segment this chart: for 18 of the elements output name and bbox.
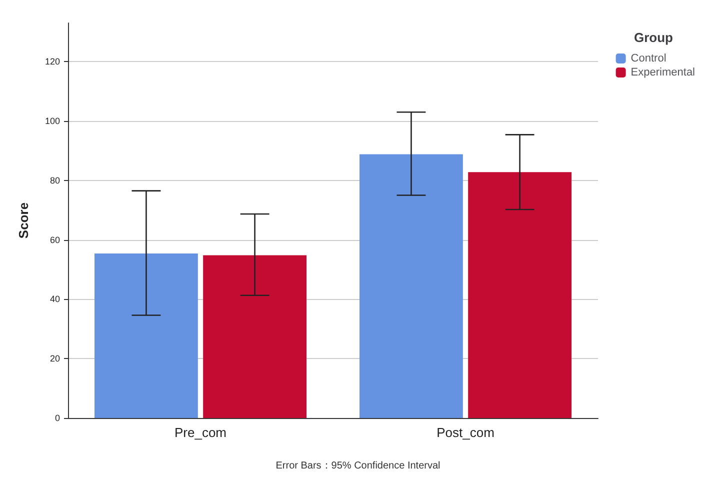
y-tick-label: 120 — [44, 56, 60, 67]
x-tick-label: Post_com — [436, 425, 494, 440]
y-tick-label: 40 — [50, 294, 60, 304]
text: Error Bars：95% Confidence Interval — [276, 460, 440, 472]
bar — [468, 172, 572, 418]
y-tick-label: 100 — [44, 116, 60, 126]
legend-label: Control — [630, 52, 666, 64]
y-tick-label: 60 — [50, 234, 60, 245]
y-tick-label: 80 — [50, 175, 60, 186]
bar — [360, 154, 463, 418]
y-tick-label: 20 — [50, 354, 60, 364]
x-tick-label: Pre_com — [174, 425, 227, 440]
y-tick-label: 0 — [54, 413, 60, 423]
bar — [203, 255, 306, 418]
bar — [94, 253, 198, 418]
y-axis-title: Score — [16, 202, 31, 239]
legend-title: Group — [634, 30, 674, 45]
legend-label: Experimental — [630, 66, 696, 78]
